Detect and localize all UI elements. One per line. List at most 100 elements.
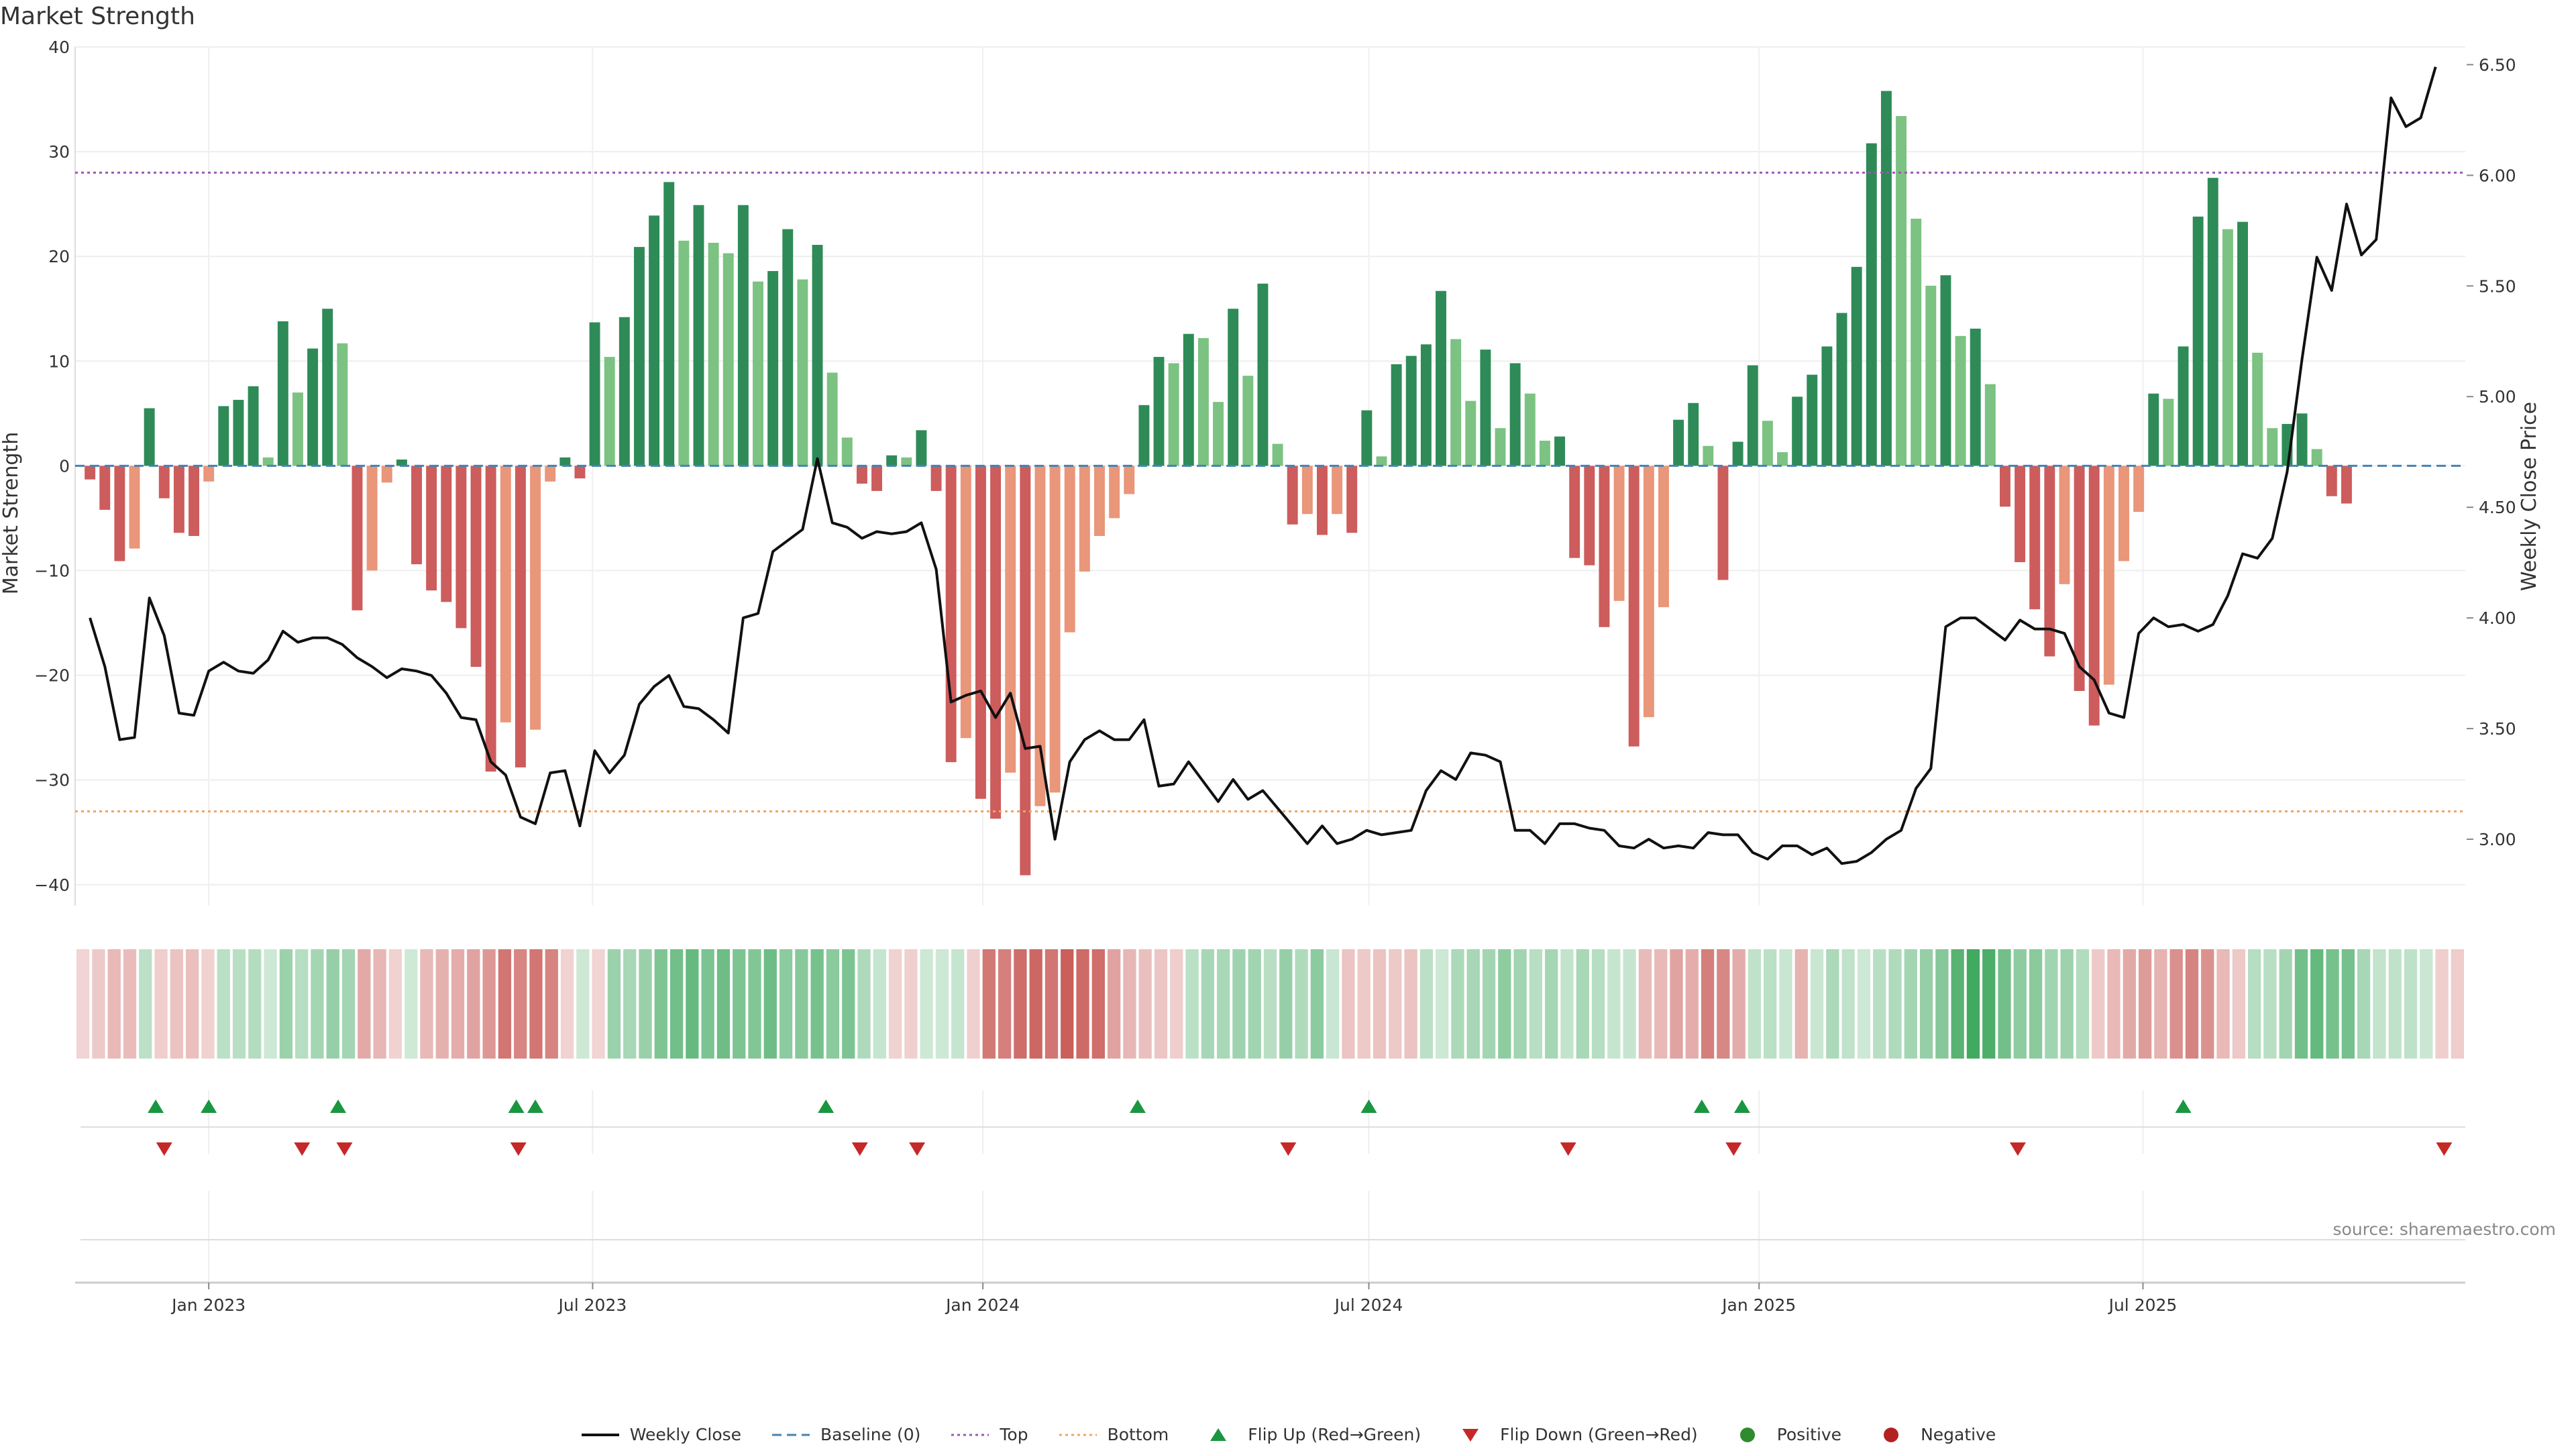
heat-tile xyxy=(1779,949,1792,1059)
strength-bar xyxy=(1405,356,1417,466)
flip-down-marker xyxy=(510,1142,527,1156)
heat-tile xyxy=(482,949,496,1059)
heat-tile xyxy=(1044,949,1059,1059)
heat-tile xyxy=(1170,949,1183,1059)
strength-bar xyxy=(2296,413,2308,466)
heat-tile xyxy=(1841,949,1855,1059)
heat-tile xyxy=(1389,949,1402,1059)
strength-bar xyxy=(1391,364,1402,466)
heat-tile xyxy=(2216,949,2230,1059)
x-tick-label: Jul 2024 xyxy=(1334,1295,1403,1315)
legend-item-positive: Positive xyxy=(1727,1425,1841,1444)
heat-tile xyxy=(1794,949,1808,1059)
strength-bar xyxy=(1732,441,1743,466)
heat-tile xyxy=(1998,949,2011,1059)
heat-tile xyxy=(1466,949,1480,1059)
strength-bar xyxy=(1539,440,1550,466)
legend-item-baseline: Baseline (0) xyxy=(771,1425,920,1444)
heat-tile xyxy=(1248,949,1261,1059)
heat-tile xyxy=(2279,949,2292,1059)
heat-tile xyxy=(810,949,824,1059)
strength-bar xyxy=(1168,363,1179,466)
heat-tile xyxy=(1232,949,1246,1059)
strength-bar xyxy=(2207,178,2218,466)
flip-down-marker xyxy=(1725,1142,1742,1156)
strength-bar xyxy=(1272,443,1283,466)
heat-tile xyxy=(279,949,293,1059)
heat-tile xyxy=(2045,949,2058,1059)
heat-tile xyxy=(1138,949,1152,1059)
flip-up-marker xyxy=(2175,1099,2192,1113)
y-axis-title: Market Strength xyxy=(0,432,23,594)
heat-tile xyxy=(1091,949,1105,1059)
heat-tile xyxy=(1873,949,1886,1059)
heat-tile xyxy=(76,949,90,1059)
heat-tile xyxy=(920,949,933,1059)
strength-bar xyxy=(307,348,319,466)
flip-up-marker xyxy=(1693,1099,1710,1113)
legend-symbol-negative xyxy=(1884,1427,1899,1442)
strength-bar xyxy=(1436,290,1446,466)
flip-up-marker xyxy=(201,1099,217,1113)
heat-tile xyxy=(1670,949,1683,1059)
heat-tile xyxy=(420,949,433,1059)
strength-bar xyxy=(2044,466,2055,657)
heat-tile xyxy=(2420,949,2433,1059)
strength-bar xyxy=(633,247,645,466)
heat-tile xyxy=(2357,949,2371,1059)
heat-tile xyxy=(2154,949,2167,1059)
strength-bar xyxy=(649,215,660,466)
strength-bar xyxy=(1450,339,1462,466)
strength-bar xyxy=(1613,466,1625,601)
x-tick-label: Jul 2025 xyxy=(2108,1295,2178,1315)
strength-bar xyxy=(1079,466,1090,572)
heat-tile xyxy=(779,949,793,1059)
heat-tile xyxy=(2076,949,2090,1059)
heat-tile xyxy=(435,949,449,1059)
strength-bar xyxy=(1821,346,1833,466)
strength-bar xyxy=(2029,466,2041,610)
strength-bar xyxy=(1376,456,1387,466)
heat-tile xyxy=(92,949,105,1059)
flip-up-marker xyxy=(1129,1099,1146,1113)
y-tick-label: 30 xyxy=(48,142,70,162)
strength-bar xyxy=(2118,466,2129,561)
heat-tile xyxy=(1404,949,1417,1059)
heat-tile xyxy=(170,949,184,1059)
strength-bar xyxy=(767,271,779,466)
strength-bar xyxy=(455,466,467,629)
legend-symbol-flip-up xyxy=(1210,1428,1227,1441)
strength-bar xyxy=(1094,466,1105,536)
heat-tile xyxy=(716,949,731,1059)
heat-tile xyxy=(139,949,152,1059)
strength-bar xyxy=(1138,405,1150,466)
strength-bar xyxy=(1287,466,1298,525)
heat-tile xyxy=(1076,949,1089,1059)
strength-bar xyxy=(2059,466,2070,584)
heat-tile xyxy=(1748,949,1762,1059)
heat-tile xyxy=(2201,949,2214,1059)
heat-tile xyxy=(2029,949,2043,1059)
strength-bar xyxy=(381,466,392,483)
y-tick-label: −20 xyxy=(34,666,70,686)
heat-tile xyxy=(1419,949,1434,1059)
heat-tile xyxy=(107,949,121,1059)
strength-bar xyxy=(1153,357,1165,466)
heat-tile xyxy=(935,949,949,1059)
strength-bar xyxy=(753,281,763,466)
strength-bar xyxy=(574,466,586,479)
heat-tile xyxy=(2138,949,2152,1059)
heat-tile xyxy=(1014,949,1027,1059)
heat-tile xyxy=(217,949,230,1059)
heat-tile xyxy=(748,949,761,1059)
flip-up-marker xyxy=(1360,1099,1377,1113)
strength-bar xyxy=(500,466,511,722)
legend-symbol-flip-down xyxy=(1462,1428,1479,1442)
heat-tile xyxy=(1935,949,1949,1059)
flip-down-marker xyxy=(909,1142,926,1156)
heat-tile xyxy=(514,949,527,1059)
heat-tile xyxy=(1529,949,1543,1059)
strength-bar xyxy=(218,406,229,466)
heat-tile xyxy=(1919,949,1933,1059)
